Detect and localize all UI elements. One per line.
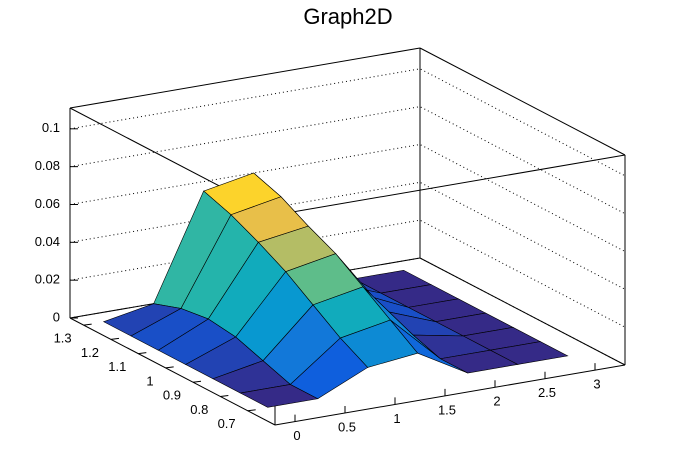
box-edge <box>419 47 626 156</box>
y-tick <box>83 323 92 326</box>
z-tick-label: 0.06 <box>35 196 60 211</box>
x-tick-label: 1.5 <box>438 402 456 417</box>
x-tick-label: 1 <box>393 411 400 426</box>
x-tick-label: 2 <box>493 394 500 409</box>
grid-line <box>69 68 626 177</box>
z-tick-label: 0.02 <box>35 272 60 287</box>
y-axis <box>69 317 276 426</box>
y-tick <box>192 380 202 383</box>
chart-title: Graph2D <box>303 4 392 29</box>
z-tick-label: 0.08 <box>35 158 60 173</box>
x-tick-label: 0 <box>293 428 300 443</box>
box-edge <box>274 154 626 216</box>
y-tick-label: 0.9 <box>163 388 181 403</box>
grid-line <box>69 106 626 215</box>
x-tick-label: 0.5 <box>338 419 356 434</box>
y-tick-label: 1 <box>146 373 153 388</box>
surface-cell <box>239 384 319 408</box>
y-tick <box>247 409 256 412</box>
x-tick-label: 2.5 <box>538 385 556 400</box>
y-tick <box>110 337 120 340</box>
z-tick-label: 0 <box>53 309 60 324</box>
y-tick <box>220 394 229 397</box>
z-tick-label: 0.1 <box>42 120 60 135</box>
z-tick-label: 0.04 <box>35 234 60 249</box>
y-tick-label: 0.7 <box>218 416 236 431</box>
x-axis <box>274 364 626 426</box>
y-tick-label: 1.2 <box>81 345 99 360</box>
grid-line <box>69 143 626 252</box>
y-tick <box>165 366 174 369</box>
y-tick <box>138 352 147 355</box>
x-tick-label: 3 <box>593 377 600 392</box>
box-edge <box>419 257 626 366</box>
box-edge <box>69 47 421 109</box>
y-tick-label: 0.8 <box>190 402 208 417</box>
y-tick-label: 1.1 <box>108 359 126 374</box>
y-tick-label: 1.3 <box>54 331 72 346</box>
